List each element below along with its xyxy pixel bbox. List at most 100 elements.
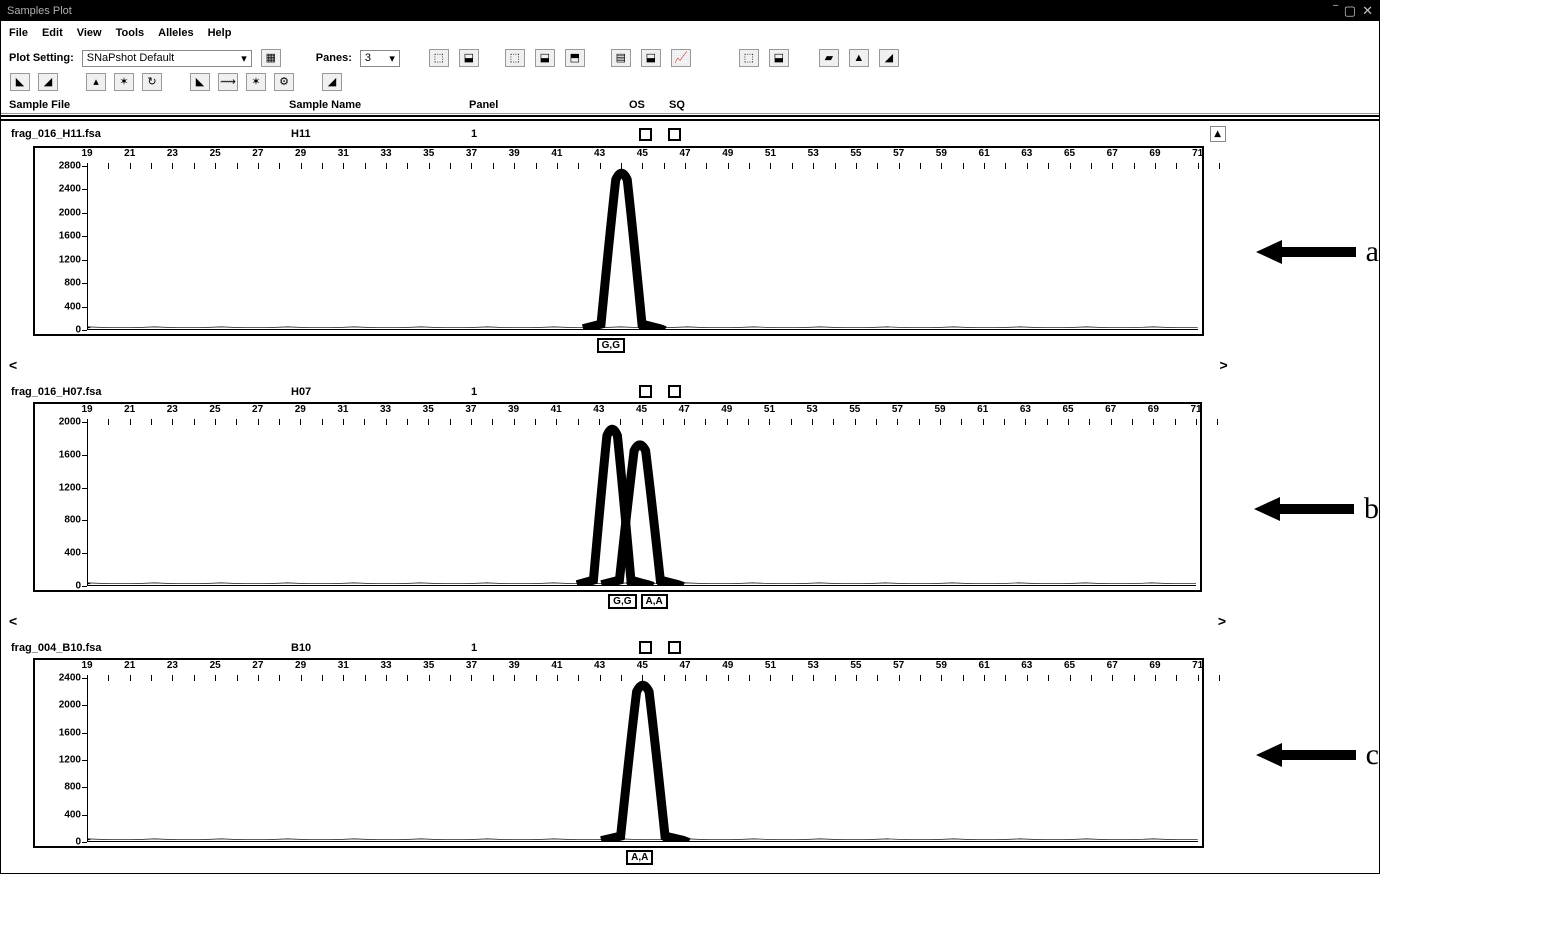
tool-icon-1[interactable]: ⬚ — [429, 49, 449, 67]
y-tick-label: 2400 — [59, 184, 81, 195]
x-tick-label: 59 — [936, 148, 947, 159]
x-tick-label: 35 — [423, 404, 434, 415]
tool-icon-5[interactable]: ⬒ — [565, 49, 585, 67]
allele-call[interactable]: G,G — [608, 594, 636, 609]
y-tick-label: 400 — [64, 548, 81, 559]
plot-area[interactable] — [87, 422, 1196, 586]
os-checkbox[interactable] — [639, 641, 652, 654]
tool-icon-10[interactable]: ▰ — [819, 49, 839, 67]
plot-setting-select[interactable]: SNaPshot Default ▾ — [82, 50, 252, 67]
x-tick-label: 53 — [808, 660, 819, 671]
x-tick-label: 71 — [1190, 404, 1201, 415]
x-tick-label: 47 — [679, 148, 690, 159]
tool-icon-3[interactable]: ⬚ — [505, 49, 525, 67]
x-tick-label: 57 — [892, 404, 903, 415]
x-tick-label: 29 — [295, 660, 306, 671]
x-tick-label: 31 — [338, 660, 349, 671]
x-tick-label: 51 — [765, 148, 776, 159]
x-tick-label: 67 — [1107, 660, 1118, 671]
horizontal-scroll: <> — [3, 357, 1234, 377]
sq-checkbox[interactable] — [668, 128, 681, 141]
stool-icon-7[interactable]: ⟿ — [218, 73, 238, 91]
scroll-right-icon[interactable]: > — [1215, 357, 1231, 373]
titlebar: Samples Plot ‾ ▢ ✕ — [1, 1, 1379, 21]
chart-icon[interactable]: 📈 — [671, 49, 691, 67]
menu-edit[interactable]: Edit — [42, 27, 63, 39]
menubar: File Edit View Tools Alleles Help — [1, 21, 1379, 45]
x-tick-label: 63 — [1021, 148, 1032, 159]
x-tick-label: 57 — [893, 660, 904, 671]
x-tick-label: 45 — [637, 148, 648, 159]
menu-help[interactable]: Help — [208, 27, 232, 39]
x-tick-label: 31 — [338, 148, 349, 159]
y-tick-label: 800 — [64, 278, 81, 289]
x-tick-label: 63 — [1021, 660, 1032, 671]
allele-call[interactable]: G,G — [597, 338, 625, 353]
stool-icon-8[interactable]: ✶ — [246, 73, 266, 91]
tool-icon-9[interactable]: ⬓ — [769, 49, 789, 67]
x-tick-label: 43 — [593, 404, 604, 415]
stool-icon-3[interactable]: ▴ — [86, 73, 106, 91]
allele-call-row: G,G — [33, 338, 1204, 353]
window-controls: ‾ ▢ ✕ — [1333, 3, 1373, 19]
sq-checkbox[interactable] — [668, 385, 681, 398]
stool-icon-2[interactable]: ◢ — [38, 73, 58, 91]
y-tick-label: 1200 — [59, 254, 81, 265]
tool-icon-11[interactable]: ▲ — [849, 49, 869, 67]
scroll-up-icon[interactable]: ▴ — [1210, 126, 1226, 142]
plot-area[interactable] — [87, 166, 1198, 330]
menu-tools[interactable]: Tools — [116, 27, 145, 39]
col-panel: Panel — [469, 99, 629, 111]
maximize-icon[interactable]: ▢ — [1344, 3, 1356, 19]
x-tick-label: 27 — [252, 404, 263, 415]
allele-call-row: A,A — [33, 850, 1204, 865]
x-tick-label: 41 — [551, 660, 562, 671]
os-checkbox[interactable] — [639, 385, 652, 398]
stool-icon-10[interactable]: ◢ — [322, 73, 342, 91]
sample-file: frag_016_H11.fsa — [11, 128, 291, 140]
panes-select[interactable]: 3 ▾ — [360, 50, 400, 67]
stool-icon-1[interactable]: ◣ — [10, 73, 30, 91]
x-tick-label: 25 — [210, 660, 221, 671]
x-axis: 1921232527293133353739414345474951535557… — [87, 404, 1196, 422]
tool-icon-12[interactable]: ◢ — [879, 49, 899, 67]
os-checkbox[interactable] — [639, 128, 652, 141]
stool-icon-5[interactable]: ↻ — [142, 73, 162, 91]
x-tick-label: 69 — [1148, 404, 1159, 415]
plots-container: frag_016_H11.fsaH111▴1921232527293133353… — [1, 122, 1379, 873]
x-tick-label: 61 — [979, 148, 990, 159]
stool-icon-9[interactable]: ⚙ — [274, 73, 294, 91]
stool-icon-4[interactable]: ✶ — [114, 73, 134, 91]
tool-icon-8[interactable]: ⬚ — [739, 49, 759, 67]
menu-view[interactable]: View — [77, 27, 102, 39]
tool-icon-6[interactable]: ▤ — [611, 49, 631, 67]
tool-icon-2[interactable]: ⬓ — [459, 49, 479, 67]
x-tick-label: 53 — [807, 404, 818, 415]
tool-icon-7[interactable]: ⬓ — [641, 49, 661, 67]
scroll-left-icon[interactable]: < — [5, 613, 21, 629]
tool-icon-4[interactable]: ⬓ — [535, 49, 555, 67]
y-tick-label: 400 — [64, 301, 81, 312]
scroll-right-icon[interactable]: > — [1214, 613, 1230, 629]
panes-value: 3 — [365, 52, 371, 64]
x-tick-label: 45 — [637, 660, 648, 671]
sq-checkbox[interactable] — [668, 641, 681, 654]
col-name: Sample Name — [289, 99, 469, 111]
y-tick-label: 2000 — [59, 700, 81, 711]
close-icon[interactable]: ✕ — [1362, 3, 1373, 19]
annotation-label: c — [1366, 738, 1379, 772]
menu-alleles[interactable]: Alleles — [158, 27, 193, 39]
sample-name: H11 — [291, 128, 471, 140]
x-tick-label: 55 — [850, 660, 861, 671]
stool-icon-6[interactable]: ◣ — [190, 73, 210, 91]
y-tick-label: 800 — [64, 515, 81, 526]
menu-file[interactable]: File — [9, 27, 28, 39]
x-tick-label: 47 — [679, 404, 690, 415]
arrow-left-icon — [1256, 238, 1356, 266]
grid-icon[interactable]: ▦ — [261, 49, 281, 67]
allele-call[interactable]: A,A — [626, 850, 653, 865]
plot-area[interactable] — [87, 678, 1198, 842]
scroll-left-icon[interactable]: < — [5, 357, 21, 373]
minimize-icon[interactable]: ‾ — [1333, 3, 1337, 19]
allele-call[interactable]: A,A — [641, 594, 668, 609]
